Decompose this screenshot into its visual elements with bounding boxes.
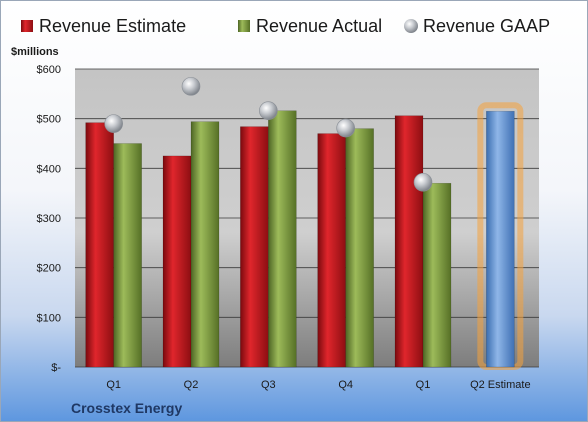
legend-item-revenue-gaap: Revenue GAAP xyxy=(404,16,550,36)
y-tick-label-5: $500 xyxy=(37,114,61,126)
x-tick-label-5: Q2 Estimate xyxy=(470,379,531,391)
y-tick-label-0: $- xyxy=(51,362,61,374)
x-tick-label-2: Q3 xyxy=(261,379,276,391)
bar-estimate-2 xyxy=(240,126,269,368)
legend-label-gaap: Revenue GAAP xyxy=(423,16,550,36)
legend: Revenue Estimate Revenue Actual Revenue … xyxy=(21,16,550,36)
x-tick-label-4: Q1 xyxy=(416,379,431,391)
y-tick-label-3: $300 xyxy=(37,213,61,225)
legend-label-estimate: Revenue Estimate xyxy=(39,16,186,36)
legend-item-revenue-actual: Revenue Actual xyxy=(238,16,382,36)
y-tick-label-2: $200 xyxy=(37,263,61,275)
y-tick-label-4: $400 xyxy=(37,163,61,175)
legend-item-revenue-estimate: Revenue Estimate xyxy=(21,16,186,36)
legend-swatch-gaap xyxy=(404,19,418,33)
bar-actual-4 xyxy=(422,182,452,368)
legend-swatch-estimate xyxy=(21,20,33,32)
legend-label-actual: Revenue Actual xyxy=(256,16,382,36)
company-label: Crosstex Energy xyxy=(71,400,182,416)
y-axis-unit-label: $millions xyxy=(11,46,59,58)
x-tick-label-0: Q1 xyxy=(106,379,121,391)
bar-estimate-0 xyxy=(85,122,114,368)
bar-q2-estimate xyxy=(486,110,515,368)
bar-actual-1 xyxy=(190,121,220,368)
marker-gaap-2 xyxy=(259,101,278,121)
marker-gaap-0 xyxy=(104,114,123,133)
bar-actual-0 xyxy=(113,143,142,368)
y-tick-label-1: $100 xyxy=(37,312,61,324)
bar-estimate-1 xyxy=(162,155,192,368)
bar-actual-3 xyxy=(345,128,374,368)
x-tick-label-1: Q2 xyxy=(184,379,199,391)
x-tick-label-3: Q4 xyxy=(338,379,353,391)
marker-gaap-1 xyxy=(181,77,201,96)
bar-estimate-3 xyxy=(317,133,346,368)
y-tick-label-6: $600 xyxy=(37,64,61,76)
legend-swatch-actual xyxy=(238,20,250,32)
marker-gaap-3 xyxy=(336,118,355,138)
marker-gaap-4 xyxy=(413,172,433,192)
bar-actual-2 xyxy=(268,110,297,368)
bar-estimate-4 xyxy=(394,115,424,368)
